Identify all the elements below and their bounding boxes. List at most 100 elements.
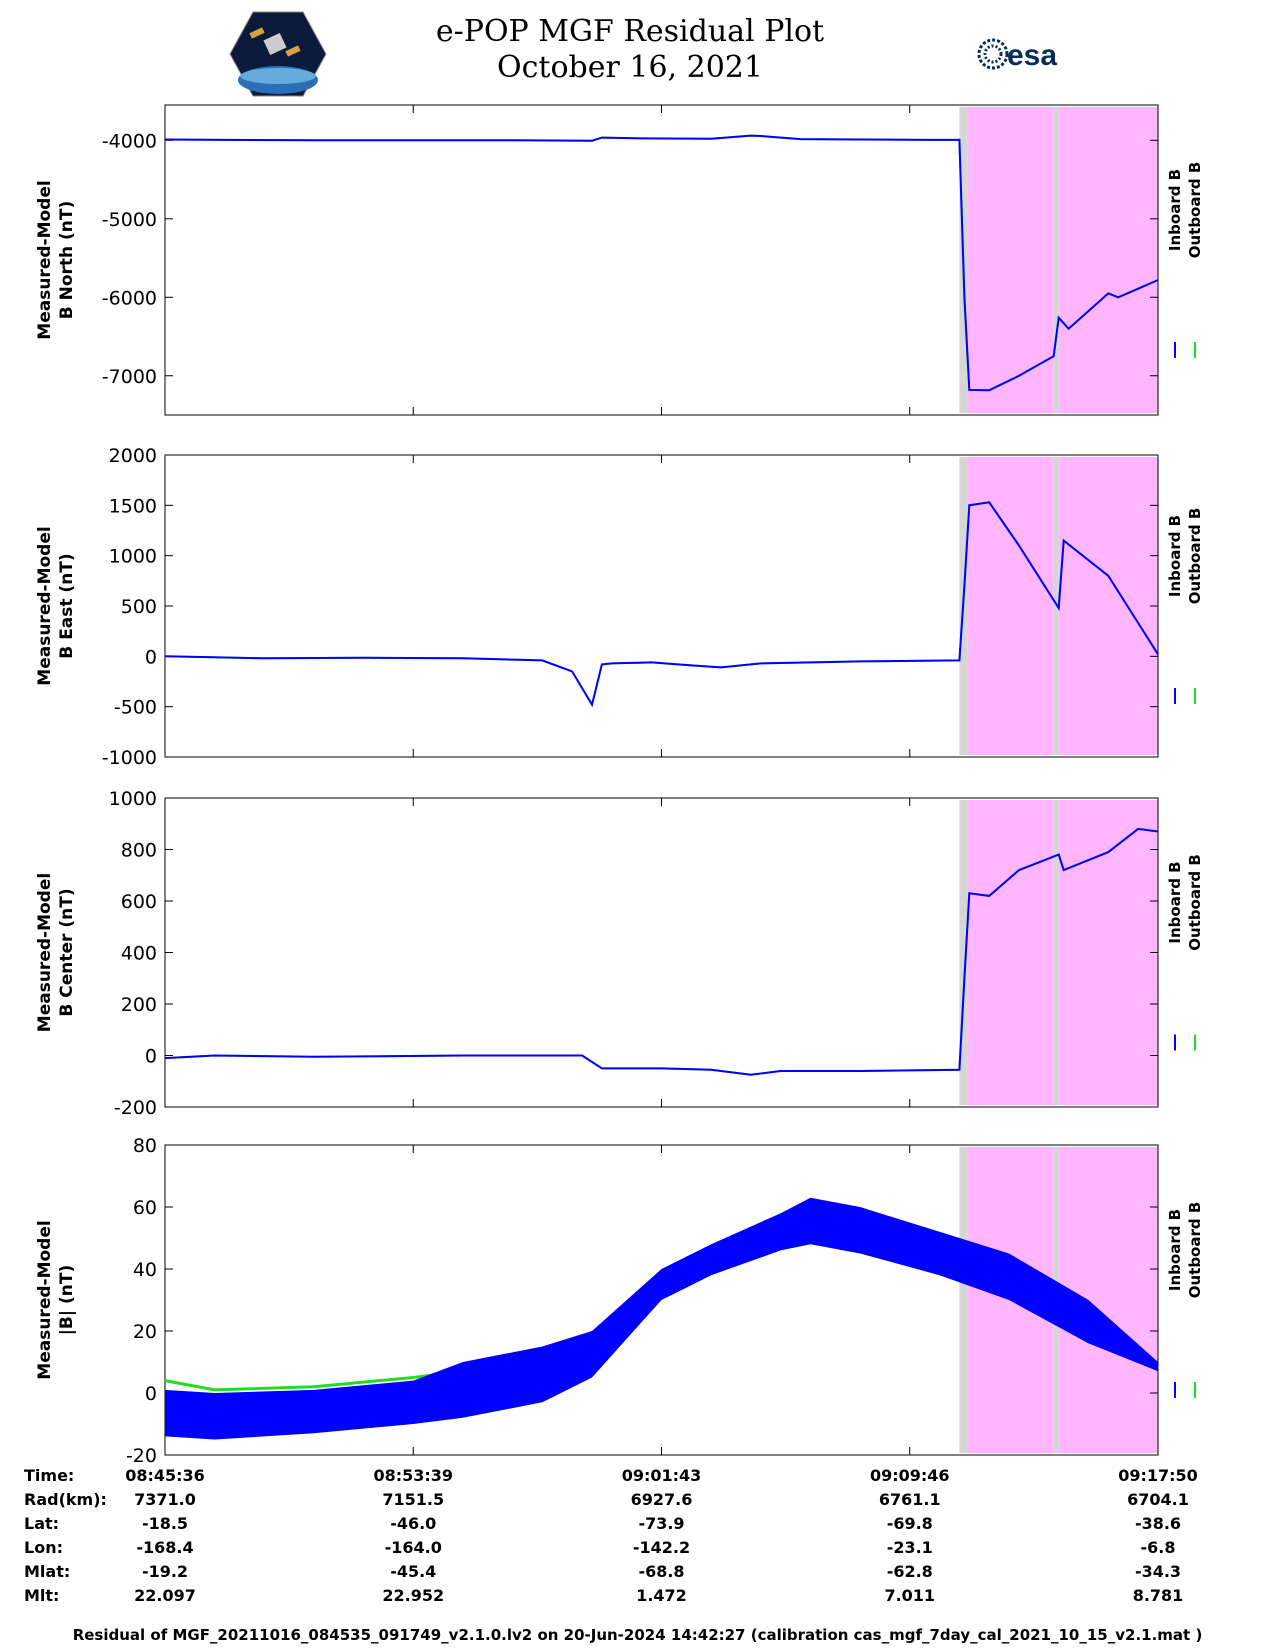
y-tick-label: -20	[126, 1445, 157, 1466]
series-inboard-line	[164, 501, 1159, 708]
pink-region	[1058, 107, 1158, 413]
panel-4: -20 0 20 40 60 80 Measured-Model |B| (nT) Inboar…	[35, 1135, 1204, 1466]
legend-inboard: Inboard B	[1166, 169, 1184, 251]
info-cell: -142.2	[632, 1538, 691, 1557]
gray-band	[1053, 107, 1059, 413]
legend-inboard: Inboard B	[1166, 1209, 1184, 1291]
pink-region	[967, 800, 1054, 1105]
info-cell: -168.4	[136, 1538, 194, 1557]
y-tick-label: 500	[121, 596, 157, 618]
info-cell: -34.3	[1134, 1562, 1182, 1581]
y-axis-label: B Center (nT)	[57, 888, 77, 1016]
y-tick-label: 600	[121, 891, 157, 913]
info-cell: -164.0	[384, 1538, 442, 1557]
y-tick-label: -1000	[102, 747, 157, 769]
info-cell: -62.8	[886, 1562, 933, 1581]
info-row-label: Time:	[24, 1466, 75, 1485]
info-row-label: Mlat:	[24, 1562, 71, 1581]
info-cell: 08:45:36	[125, 1466, 205, 1485]
info-cell: 7.011	[884, 1586, 936, 1605]
legend-outboard: Outboard B	[1186, 162, 1204, 259]
y-tick-label: 1000	[109, 546, 157, 568]
y-tick-label: 20	[133, 1321, 157, 1343]
y-tick-label: 1000	[109, 788, 157, 810]
legend-outboard: Outboard B	[1186, 854, 1204, 951]
y-tick-label: -5000	[102, 209, 157, 231]
y-tick-label: 80	[133, 1135, 157, 1157]
pink-region	[967, 107, 1054, 413]
esa-logo: esa	[975, 34, 1095, 74]
info-cell: -18.5	[141, 1514, 189, 1533]
y-tick-label: 0	[145, 646, 157, 668]
y-tick-label: 40	[133, 1259, 157, 1281]
panel-3: -200 0 200 400 600 800 1000 Measured-Model B Cen…	[35, 788, 1204, 1119]
info-cell: 8.781	[1132, 1586, 1184, 1605]
pink-region	[967, 457, 1054, 755]
cassiope-logo	[228, 10, 328, 98]
panel-1: -7000 -6000 -5000 -4000 Measured-Model B Nort…	[35, 104, 1204, 416]
y-axis-label: |B| (nT)	[57, 1265, 77, 1336]
panel-2: -1000 -500 0 500 1000 1500 2000 Measured-Model B…	[35, 445, 1204, 769]
y-tick-label: 800	[121, 840, 157, 862]
pink-region	[1058, 457, 1158, 755]
info-cell: -45.4	[390, 1562, 437, 1581]
series-inboard-line	[164, 827, 1159, 1076]
info-cell: 09:17:50	[1118, 1466, 1198, 1485]
gray-band	[1053, 457, 1059, 755]
info-cell: -68.8	[638, 1562, 685, 1581]
y-tick-label: 400	[121, 943, 157, 965]
info-cell: -38.6	[1134, 1514, 1182, 1533]
y-tick-label: -500	[114, 697, 157, 719]
series-inboard-band	[165, 1197, 1158, 1440]
info-cell: -23.1	[886, 1538, 933, 1557]
y-tick-label: -7000	[102, 366, 157, 388]
gray-band	[1053, 800, 1059, 1105]
y-tick-label: 0	[145, 1383, 157, 1405]
legend-inboard: Inboard B	[1166, 861, 1184, 943]
info-row-label: Lon:	[24, 1538, 63, 1557]
y-axis-label: Measured-Model	[35, 1220, 55, 1379]
y-tick-label: 60	[133, 1197, 157, 1219]
y-tick-label: 200	[121, 994, 157, 1016]
title-block: e-POP MGF Residual Plot October 16, 2021	[400, 14, 860, 86]
info-cell: 22.952	[382, 1586, 445, 1605]
info-cell: -73.9	[638, 1514, 685, 1533]
y-axis-label: Measured-Model	[35, 526, 55, 685]
info-cell: 6704.1	[1127, 1490, 1189, 1509]
info-cell: 09:09:46	[869, 1466, 950, 1485]
info-cell: 6927.6	[630, 1490, 693, 1509]
legend-outboard: Outboard B	[1186, 508, 1204, 605]
y-axis-label: B East (nT)	[57, 553, 77, 658]
gray-band	[959, 1147, 968, 1453]
info-cell: 22.097	[134, 1586, 196, 1605]
y-axis-label: Measured-Model	[35, 873, 55, 1032]
y-tick-label: -6000	[102, 287, 157, 309]
info-cell: -6.8	[1140, 1538, 1176, 1557]
info-cell: -69.8	[886, 1514, 933, 1533]
y-axis-label: B North (nT)	[57, 201, 77, 320]
info-cell: 7371.0	[134, 1490, 196, 1509]
legend-inboard: Inboard B	[1166, 515, 1184, 597]
y-axis-label: Measured-Model	[35, 180, 55, 339]
legend-outboard: Outboard B	[1186, 1202, 1204, 1299]
y-tick-label: 2000	[109, 445, 157, 467]
series-inboard-line	[164, 134, 1159, 392]
y-tick-label: -4000	[102, 130, 157, 152]
info-row-label: Lat:	[24, 1514, 60, 1533]
info-row-label: Mlt:	[24, 1586, 60, 1605]
info-row-label: Rad(km):	[24, 1490, 107, 1509]
page-date: October 16, 2021	[497, 50, 763, 85]
info-cell: 08:53:39	[373, 1466, 454, 1485]
page-title: e-POP MGF Residual Plot	[435, 14, 825, 49]
gray-band	[959, 800, 968, 1105]
footer-caption: Residual of MGF_20211016_084535_091749_v…	[72, 1626, 1203, 1644]
pink-region	[1058, 800, 1158, 1105]
info-cell: 7151.5	[382, 1490, 445, 1509]
y-tick-label: 1500	[109, 495, 157, 517]
y-tick-label: 0	[145, 1046, 157, 1068]
info-cell: 1.472	[636, 1586, 687, 1605]
info-cell: -19.2	[141, 1562, 189, 1581]
ephemeris-table: Time: 08:45:36 08:53:39 09:01:43 09:09:46 09:…	[0, 1466, 1275, 1626]
esa-wordmark: esa	[1007, 39, 1057, 72]
